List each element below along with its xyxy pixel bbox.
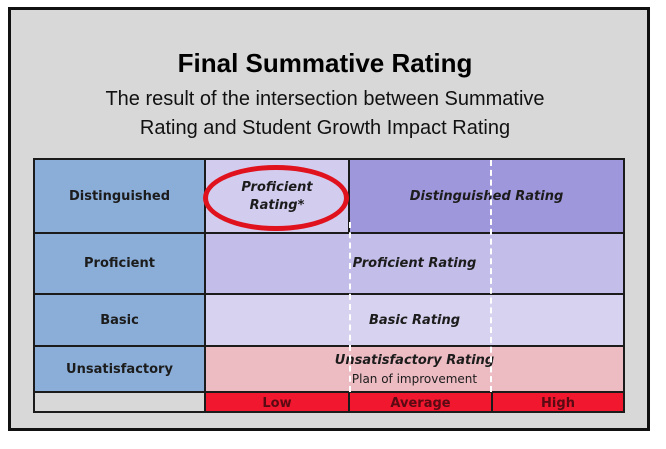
subtitle-line-2: Rating and Student Growth Impact Rating	[139, 117, 511, 139]
unsatisfactory-rating-cell: Unsatisfactory Rating Plan of improvemen…	[204, 345, 625, 393]
growth-level-high: High	[491, 391, 625, 413]
subtitle-line-1: The result of the intersection between S…	[105, 88, 545, 110]
basic-rating-cell: Basic Rating	[204, 293, 625, 347]
dashed-divider-average-high	[490, 160, 492, 392]
proficient-rating-cell: Proficient Rating	[204, 232, 625, 295]
dashed-divider-low-average	[349, 222, 351, 392]
plan-of-improvement-label: Plan of improvement	[351, 371, 478, 386]
row-label-basic: Basic	[33, 293, 206, 347]
row-label-unsatisfactory: Unsatisfactory	[33, 345, 206, 393]
distinguished-rating-cell: Distinguished Rating	[348, 158, 625, 234]
row-label-proficient: Proficient	[33, 232, 206, 295]
growth-level-average: Average	[348, 391, 493, 413]
unsatisfactory-rating-label: Unsatisfactory Rating	[334, 352, 495, 368]
growth-axis-blank-cell	[33, 391, 206, 413]
page-title: Final Summative Rating	[177, 48, 473, 78]
growth-level-low: Low	[204, 391, 350, 413]
highlight-circle	[203, 165, 349, 231]
row-label-distinguished: Distinguished	[33, 158, 206, 234]
